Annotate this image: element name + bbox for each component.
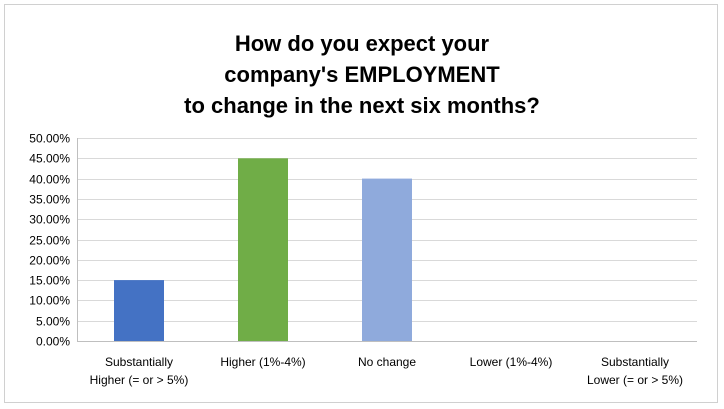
bar	[362, 178, 412, 341]
bar	[238, 158, 288, 341]
x-tick-label: No change	[358, 355, 416, 369]
y-tick-label: 5.00%	[36, 315, 70, 329]
chart-title-line-1: How do you expect your	[234, 31, 490, 56]
y-tick-label: 25.00%	[29, 234, 70, 248]
chart-title: How do you expect your company's EMPLOYM…	[0, 28, 724, 121]
chart-title-line-3: to change in the next six months?	[184, 93, 540, 118]
y-tick-label: 35.00%	[29, 193, 70, 207]
x-tick-label: Higher (1%-4%)	[220, 355, 305, 369]
y-tick-label: 0.00%	[36, 335, 70, 349]
x-tick-label: Substantially Lower (= or > 5%)	[587, 355, 683, 387]
chart-title-line-2: company's EMPLOYMENT	[224, 62, 500, 87]
x-tick-label: Substantially Higher (= or > 5%)	[90, 355, 189, 387]
y-tick-label: 45.00%	[29, 152, 70, 166]
y-tick-label: 40.00%	[29, 173, 70, 187]
bar	[114, 280, 164, 341]
x-tick-label: Lower (1%-4%)	[470, 355, 553, 369]
y-tick-label: 10.00%	[29, 294, 70, 308]
y-tick-label: 15.00%	[29, 274, 70, 288]
y-tick-label: 30.00%	[29, 213, 70, 227]
y-tick-label: 20.00%	[29, 254, 70, 268]
y-tick-label: 50.00%	[29, 132, 70, 146]
